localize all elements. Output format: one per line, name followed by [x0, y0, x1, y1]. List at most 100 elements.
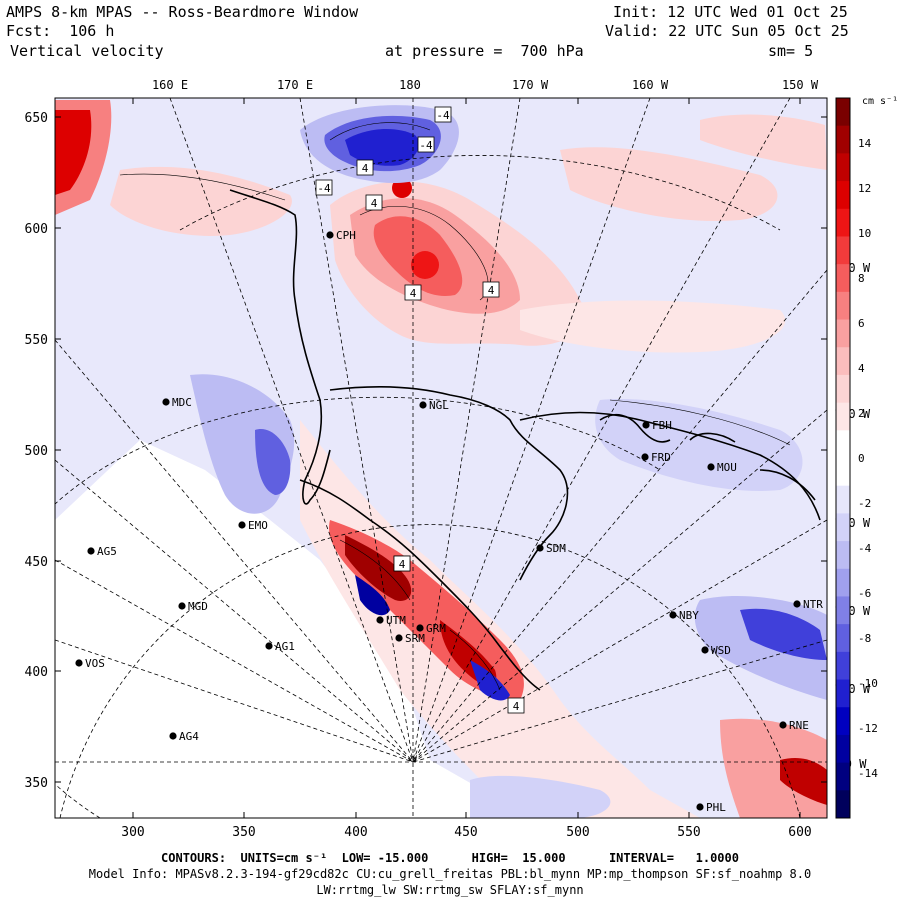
stations-layer: MDC NGL FBH FRD MOU AG5 EMO SDM NBY MGD AG1 SRM VOS A… [75, 229, 823, 814]
colorbar: 14 12 10 8 6 4 2 0 -2 -4 -6 -8 -10 -12 -14 [835, 97, 878, 819]
y-tick-label: 400 [25, 665, 48, 680]
station-emo[interactable]: EMO [238, 519, 268, 532]
station-vos[interactable]: VOS [75, 657, 105, 670]
station-label: SRM [405, 632, 425, 645]
station-marker [178, 602, 186, 610]
physics-info: LW:rrtmg_lw SW:rrtmg_sw SFLAY:sf_mynn [316, 883, 584, 897]
station-label: RNE [789, 719, 809, 732]
top-lon-label: 160 W [632, 78, 669, 92]
station-label: VOS [85, 657, 105, 670]
top-lon-label: 150 W [782, 78, 819, 92]
colorbar-label: -2 [858, 497, 871, 510]
colorbar-swatch [836, 181, 850, 210]
station-label: WSD [711, 644, 731, 657]
x-tick-label: 450 [454, 825, 477, 840]
station-grm[interactable]: GRM [416, 622, 446, 635]
contour-label: 4 [482, 281, 500, 298]
station-sdm[interactable]: SDM [536, 542, 566, 555]
station-marker [238, 521, 246, 529]
station-marker [536, 544, 544, 552]
x-axis: 300 350 400 450 500 550 600 [121, 98, 812, 840]
colorbar-swatch [836, 402, 850, 431]
station-label: FRD [651, 451, 671, 464]
station-marker [87, 547, 95, 555]
colorbar-label: 14 [858, 137, 872, 150]
colorbar-swatch [836, 790, 850, 819]
top-lon-label: 170 W [512, 78, 549, 92]
station-ag1[interactable]: AG1 [265, 640, 295, 653]
station-marker [162, 398, 170, 406]
station-label: UTM [386, 614, 406, 627]
station-label: AG1 [275, 640, 295, 653]
station-fbh[interactable]: FBH [642, 419, 672, 432]
y-tick-label: 650 [25, 111, 48, 126]
colorbar-swatch [836, 541, 850, 570]
contour-label-text: 4 [513, 700, 520, 713]
colorbar-swatch [836, 679, 850, 708]
station-marker [75, 659, 83, 667]
colorbar-label: 6 [858, 317, 865, 330]
contour-label: 4 [393, 555, 411, 572]
contour-label: 4 [404, 284, 422, 301]
station-label: SDM [546, 542, 566, 555]
contour-label: 4 [507, 697, 525, 714]
top-longitude-labels: 160 E 170 E 180 170 W 160 W 150 W [152, 78, 819, 92]
y-tick-label: 450 [25, 555, 48, 570]
station-marker [779, 721, 787, 729]
station-label: GRM [426, 622, 446, 635]
station-nby[interactable]: NBY [669, 609, 699, 622]
contour-label-text: 4 [362, 162, 369, 175]
model-title: AMPS 8-km MPAS -- Ross-Beardmore Window [6, 3, 359, 21]
station-marker [641, 453, 649, 461]
station-label: MOU [717, 461, 737, 474]
station-cph[interactable]: CPH [326, 229, 356, 242]
station-phl[interactable]: PHL [696, 801, 726, 814]
x-tick-label: 400 [344, 825, 367, 840]
station-srm[interactable]: SRM [395, 632, 425, 645]
graticule [55, 98, 827, 818]
colorbar-swatch [836, 430, 850, 459]
station-ag5[interactable]: AG5 [87, 545, 117, 558]
colorbar-swatch [836, 762, 850, 791]
colorbar-swatch [836, 596, 850, 625]
contour-info: CONTOURS: UNITS=cm s⁻¹ LOW= -15.000 HIGH… [161, 851, 739, 865]
station-marker [416, 624, 424, 632]
contour-label-text: 4 [399, 558, 406, 571]
station-utm[interactable]: UTM [376, 614, 406, 627]
contour-label-text: -4 [317, 182, 331, 195]
forecast-hour: Fcst: 106 h [6, 22, 115, 40]
station-label: MGD [188, 600, 208, 613]
colorbar-swatch [836, 707, 850, 736]
station-label: FBH [652, 419, 672, 432]
station-ag4[interactable]: AG4 [169, 730, 199, 743]
station-rne[interactable]: RNE [779, 719, 809, 732]
station-marker [642, 421, 650, 429]
top-lon-label: 170 E [277, 78, 313, 92]
station-frd[interactable]: FRD [641, 451, 671, 464]
contour-label-text: 4 [371, 197, 378, 210]
station-ntr[interactable]: NTR [793, 598, 823, 611]
station-marker [169, 732, 177, 740]
colorbar-swatch [836, 236, 850, 265]
colorbar-swatch [836, 651, 850, 681]
station-label: MDC [172, 396, 192, 409]
colorbar-label: 8 [858, 272, 865, 285]
station-mou[interactable]: MOU [707, 461, 737, 474]
station-marker [395, 634, 403, 642]
station-wsd[interactable]: WSD [701, 644, 731, 657]
contour-label-text: 4 [488, 284, 495, 297]
colorbar-swatch [836, 458, 850, 487]
station-ngl[interactable]: NGL [419, 399, 449, 412]
colorbar-swatch [836, 624, 850, 653]
station-mgd[interactable]: MGD [178, 600, 208, 613]
colorbar-swatch [836, 568, 850, 597]
x-tick-label: 350 [232, 825, 255, 840]
station-mdc[interactable]: MDC [162, 396, 192, 409]
colorbar-swatch [836, 264, 850, 293]
contour-label-text: -4 [419, 139, 433, 152]
station-label: AG5 [97, 545, 117, 558]
colorbar-label: -4 [858, 542, 872, 555]
contour-label: -4 [315, 179, 333, 196]
